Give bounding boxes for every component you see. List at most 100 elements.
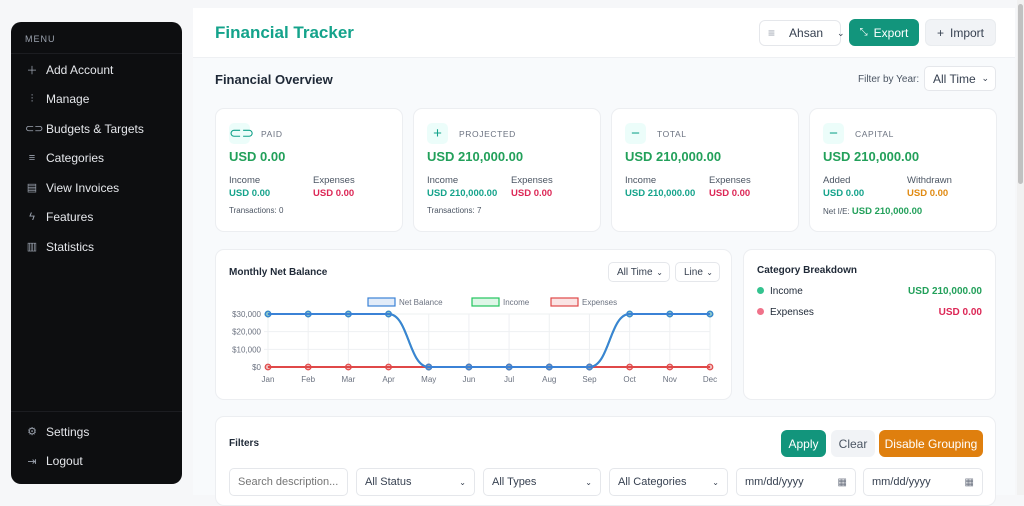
- data-point: [586, 363, 593, 371]
- calendar-icon[interactable]: ▦: [837, 476, 847, 488]
- plus-icon: ＋: [26, 64, 38, 77]
- x-tick-label: Mar: [341, 375, 355, 384]
- income-label: Income: [229, 175, 261, 186]
- category-row-income: Income USD 210,000.00: [757, 286, 982, 297]
- value: Line: [684, 266, 703, 278]
- sidebar-item-view-invoices[interactable]: ▤ View Invoices: [11, 173, 182, 203]
- date-from-input[interactable]: mm/dd/yyyy ▦: [736, 468, 856, 496]
- user-select[interactable]: ≡ Ahsan ⌄: [759, 20, 845, 46]
- value: mm/dd/yyyy: [745, 476, 804, 488]
- pill-icon: ⊂⊃: [229, 123, 255, 144]
- value: USD 0.00: [938, 307, 982, 318]
- card-capital: − CAPITAL USD 210,000.00 Added Withdrawn…: [809, 108, 997, 232]
- card-amount: USD 210,000.00: [427, 149, 524, 164]
- card-amount: USD 210,000.00: [823, 149, 920, 164]
- sidebar-item-manage[interactable]: ⫶ Manage: [11, 85, 182, 115]
- chevron-down-icon: ⌄: [585, 477, 592, 487]
- date-to-input[interactable]: mm/dd/yyyy ▦: [863, 468, 983, 496]
- series-line-net-balance: [267, 313, 710, 368]
- calendar-icon[interactable]: ▦: [964, 476, 974, 488]
- sidebar-item-statistics[interactable]: ▥ Statistics: [11, 232, 182, 262]
- year-filter-select[interactable]: All Time ⌄: [924, 66, 996, 91]
- categories-select[interactable]: All Categories ⌄: [609, 468, 728, 496]
- clear-button[interactable]: Clear: [831, 430, 875, 457]
- filters-title: Filters: [229, 438, 260, 449]
- category-title: Category Breakdown: [757, 265, 858, 276]
- data-point: [264, 310, 272, 318]
- label: Expenses: [770, 307, 814, 318]
- x-tick-label: Jan: [262, 375, 275, 384]
- sidebar-item-features[interactable]: ϟ Features: [11, 203, 182, 233]
- x-tick-label: Jul: [504, 375, 514, 384]
- x-tick-label: Oct: [623, 375, 636, 384]
- chart-type-select[interactable]: Line ⌄: [675, 262, 720, 282]
- lightning-icon: ϟ: [29, 211, 35, 224]
- x-tick-label: Jun: [462, 375, 475, 384]
- data-point: [344, 363, 352, 371]
- expenses-value: USD 0.00: [511, 188, 553, 199]
- data-point: [385, 363, 392, 371]
- added-value: USD 0.00: [823, 188, 865, 199]
- search-input[interactable]: [229, 468, 348, 496]
- data-point: [304, 310, 312, 318]
- card-label: TOTAL: [657, 129, 687, 139]
- legend-label: Net Balance: [399, 298, 443, 307]
- label: Statistics: [46, 239, 95, 254]
- status-select[interactable]: All Status ⌄: [356, 468, 475, 496]
- label: Features: [46, 210, 94, 225]
- value: All Time: [617, 266, 653, 278]
- card-paid: ⊂⊃ PAID USD 0.00 Income Expenses USD 0.0…: [215, 108, 403, 232]
- main: Financial Tracker ≡ Ahsan ⌄ ⤡ Export + Impor…: [193, 8, 1015, 506]
- scrollbar[interactable]: [1017, 0, 1024, 495]
- data-point: [505, 363, 513, 371]
- sidebar-item-logout[interactable]: ⇥ Logout: [11, 447, 182, 477]
- pill-icon: ⊂⊃: [25, 123, 44, 136]
- menu-label: MENU: [11, 22, 182, 54]
- label: Export: [873, 25, 909, 40]
- card-projected: + PROJECTED USD 210,000.00 Income Expens…: [413, 108, 601, 232]
- sidebar-item-categories[interactable]: ≡ Categories: [11, 144, 182, 174]
- export-button[interactable]: ⤡ Export: [849, 19, 919, 46]
- data-point: [465, 363, 473, 371]
- header: Financial Tracker ≡ Ahsan ⌄ ⤡ Export + Impor…: [193, 8, 1015, 58]
- logout-icon: ⇥: [27, 455, 37, 468]
- scrollbar-thumb[interactable]: [1018, 4, 1023, 184]
- disable-grouping-button[interactable]: Disable Grouping: [879, 430, 983, 457]
- sidebar-item-budgets[interactable]: ⊂⊃ Budgets & Targets: [11, 114, 182, 144]
- net-value: USD 210,000.00: [851, 206, 923, 217]
- plus-icon: +: [936, 25, 944, 40]
- income-label: Income: [427, 175, 459, 186]
- sidebar-item-settings[interactable]: ⚙ Settings: [11, 417, 182, 447]
- menu-icon: ≡: [768, 26, 776, 40]
- transactions-count: Transactions: 0: [229, 206, 284, 215]
- data-point: [425, 363, 433, 371]
- label: Categories: [46, 151, 105, 166]
- invoice-icon: ▤: [26, 182, 38, 195]
- y-tick-label: $10,000: [232, 345, 261, 354]
- x-tick-label: Dec: [703, 375, 717, 384]
- y-tick-label: $0: [252, 363, 261, 372]
- plus-icon: +: [427, 123, 448, 144]
- chart-range-select[interactable]: All Time ⌄: [608, 262, 670, 282]
- data-point: [626, 363, 634, 371]
- income-value: USD 210,000.00: [427, 188, 498, 199]
- filter-lines-icon: ≡: [28, 152, 36, 165]
- monthly-net-balance-card: Monthly Net Balance All Time ⌄ Line ⌄ Jan F…: [215, 249, 732, 400]
- sliders-icon: ⫶: [30, 92, 34, 105]
- user-name: Ahsan: [789, 26, 824, 40]
- data-point: [304, 363, 312, 371]
- gear-icon: ⚙: [27, 426, 37, 439]
- chevron-down-icon: ⌄: [706, 267, 713, 277]
- net-label: Net I/E:: [823, 207, 850, 216]
- sidebar-item-add-account[interactable]: ＋ Add Account: [11, 55, 182, 85]
- line-chart: Jan Feb Mar Apr May Jun Jul Aug Sep Oct Nov Dec $0 $1…: [232, 297, 717, 384]
- import-button[interactable]: + Import: [925, 19, 996, 46]
- apply-button[interactable]: Apply: [781, 430, 826, 457]
- bar-chart-icon: ▥: [26, 241, 38, 254]
- value: USD 210,000.00: [908, 286, 982, 297]
- types-select[interactable]: All Types ⌄: [483, 468, 601, 496]
- year-filter-label: Filter by Year:: [858, 74, 920, 85]
- label: Income: [770, 286, 803, 297]
- data-point: [706, 363, 714, 371]
- transactions-count: Transactions: 7: [427, 206, 482, 215]
